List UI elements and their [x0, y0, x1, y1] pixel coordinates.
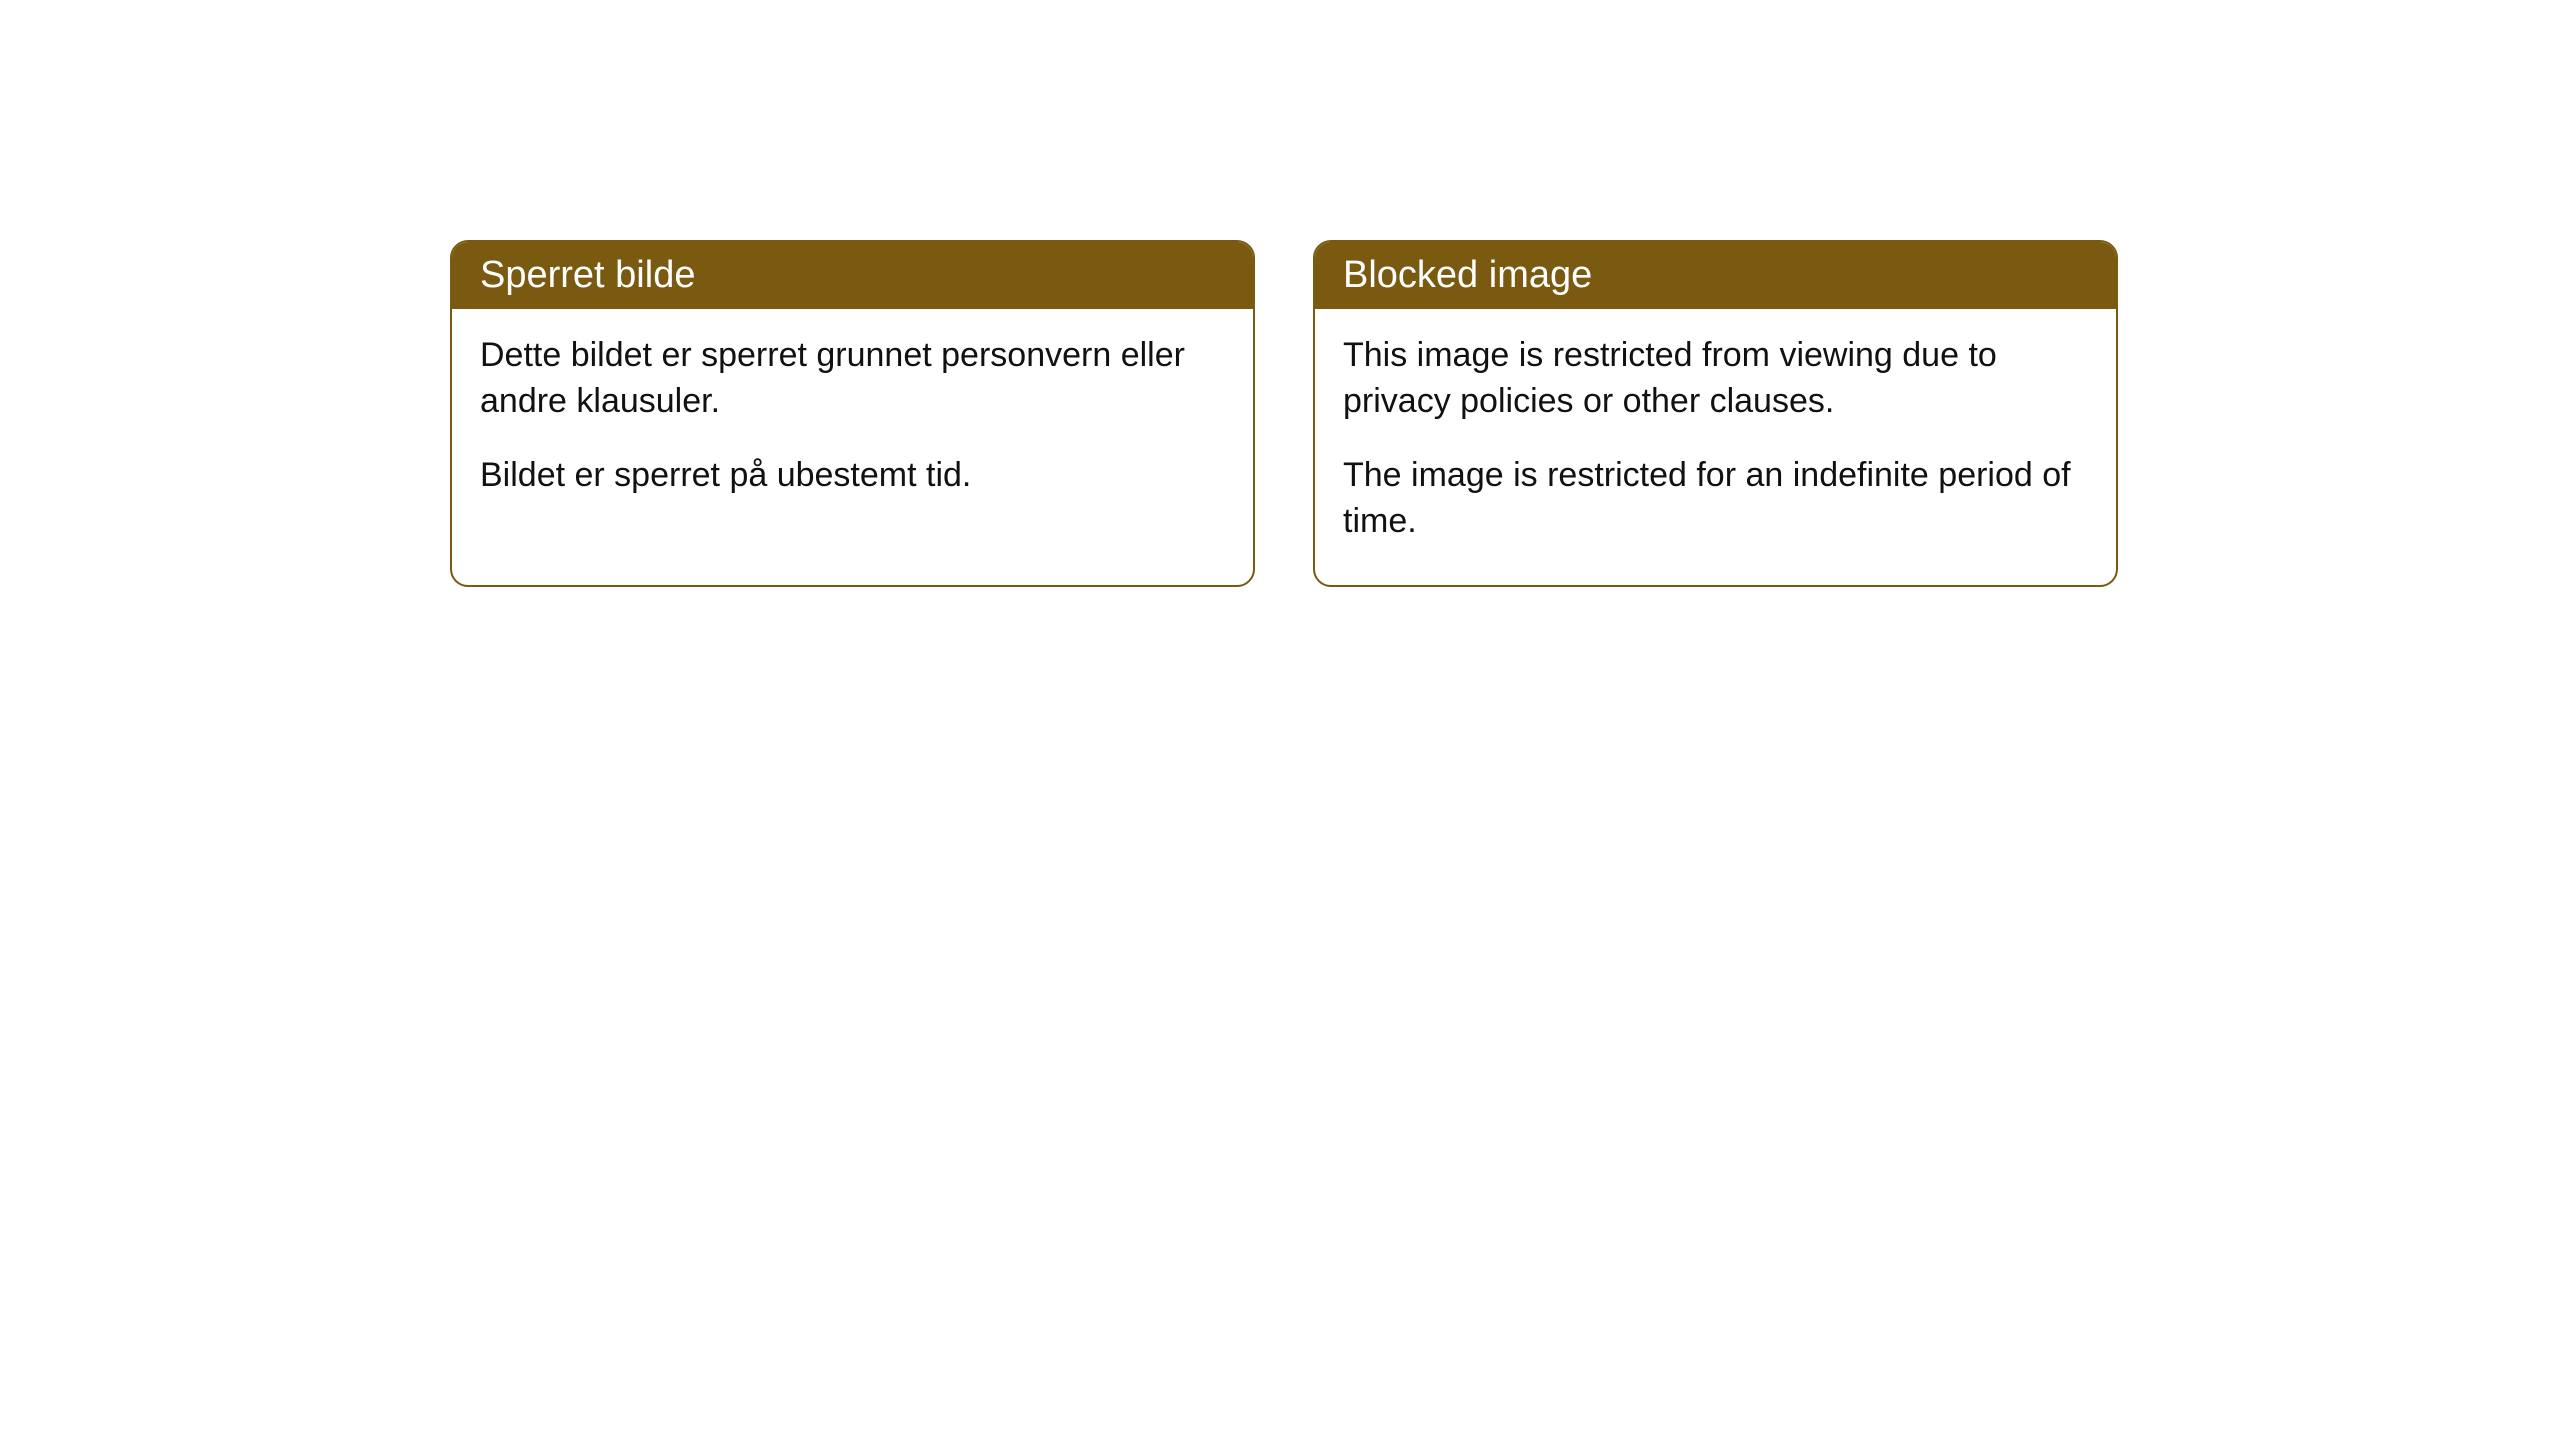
- card-body-english: This image is restricted from viewing du…: [1315, 309, 2116, 585]
- card-paragraph-norwegian-2: Bildet er sperret på ubestemt tid.: [480, 453, 1225, 499]
- card-body-norwegian: Dette bildet er sperret grunnet personve…: [452, 309, 1253, 539]
- card-paragraph-english-2: The image is restricted for an indefinit…: [1343, 453, 2088, 545]
- card-header-norwegian: Sperret bilde: [452, 242, 1253, 309]
- card-title-norwegian: Sperret bilde: [480, 254, 695, 296]
- blocked-image-card-norwegian: Sperret bilde Dette bildet er sperret gr…: [450, 240, 1255, 587]
- card-title-english: Blocked image: [1343, 254, 1592, 296]
- notice-cards-container: Sperret bilde Dette bildet er sperret gr…: [450, 240, 2118, 587]
- card-header-english: Blocked image: [1315, 242, 2116, 309]
- card-paragraph-norwegian-1: Dette bildet er sperret grunnet personve…: [480, 333, 1225, 425]
- card-paragraph-english-1: This image is restricted from viewing du…: [1343, 333, 2088, 425]
- blocked-image-card-english: Blocked image This image is restricted f…: [1313, 240, 2118, 587]
